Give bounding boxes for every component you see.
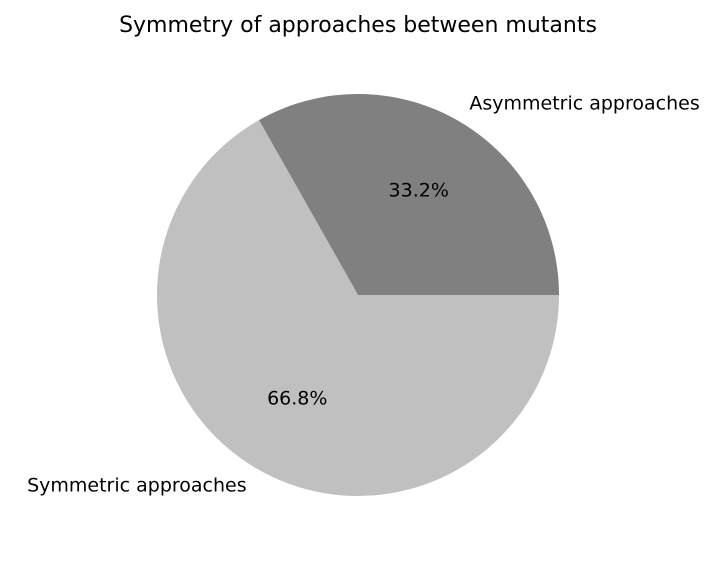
pie-percent-label: 66.8%: [267, 388, 327, 410]
pie-slice-symmetric-approaches: [156, 120, 559, 496]
pie-slice-asymmetric-approaches: [258, 94, 559, 295]
pie-slices: [156, 94, 559, 496]
chart-title: Symmetry of approaches between mutants: [119, 13, 597, 38]
pie-slice-label: Symmetric approaches: [27, 475, 247, 497]
pie-slice-label: Asymmetric approaches: [469, 92, 699, 114]
pie-labels: 33.2% Asymmetric approaches 66.8% Symmetric…: [27, 92, 700, 496]
pie-percent-label: 33.2%: [389, 179, 449, 201]
